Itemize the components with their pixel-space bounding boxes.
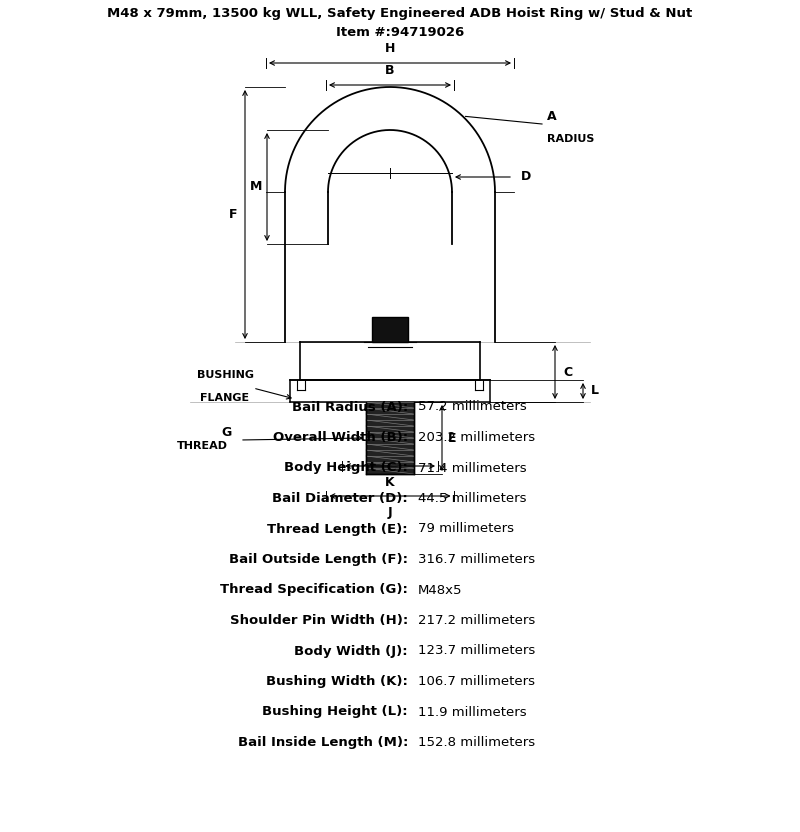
Text: 71.4 millimeters: 71.4 millimeters bbox=[418, 462, 526, 474]
Text: M48x5: M48x5 bbox=[418, 583, 462, 597]
Text: E: E bbox=[448, 432, 457, 444]
Text: 11.9 millimeters: 11.9 millimeters bbox=[418, 706, 526, 719]
Text: C: C bbox=[563, 365, 572, 379]
Text: H: H bbox=[385, 42, 395, 55]
Text: L: L bbox=[591, 384, 599, 398]
Bar bbox=[366, 402, 414, 474]
Text: 79 millimeters: 79 millimeters bbox=[418, 522, 514, 536]
Text: M48 x 79mm, 13500 kg WLL, Safety Engineered ADB Hoist Ring w/ Stud & Nut: M48 x 79mm, 13500 kg WLL, Safety Enginee… bbox=[107, 7, 693, 21]
Text: Thread Specification (G):: Thread Specification (G): bbox=[220, 583, 408, 597]
Text: A: A bbox=[547, 111, 557, 123]
Text: 106.7 millimeters: 106.7 millimeters bbox=[418, 675, 535, 688]
Text: 123.7 millimeters: 123.7 millimeters bbox=[418, 645, 535, 657]
Text: Thread Length (E):: Thread Length (E): bbox=[267, 522, 408, 536]
Text: 44.5 millimeters: 44.5 millimeters bbox=[418, 492, 526, 505]
Text: 152.8 millimeters: 152.8 millimeters bbox=[418, 736, 535, 749]
Text: Overall Width (B):: Overall Width (B): bbox=[273, 431, 408, 444]
Text: 57.2 millimeters: 57.2 millimeters bbox=[418, 400, 526, 414]
Text: 316.7 millimeters: 316.7 millimeters bbox=[418, 553, 535, 566]
Text: 217.2 millimeters: 217.2 millimeters bbox=[418, 614, 535, 627]
Text: G: G bbox=[222, 425, 232, 438]
Bar bbox=[372, 317, 408, 342]
Text: K: K bbox=[385, 476, 395, 489]
Text: THREAD: THREAD bbox=[177, 441, 228, 451]
Text: Bail Diameter (D):: Bail Diameter (D): bbox=[272, 492, 408, 505]
Text: Bushing Width (K):: Bushing Width (K): bbox=[266, 675, 408, 688]
Text: Bail Outside Length (F):: Bail Outside Length (F): bbox=[229, 553, 408, 566]
Text: J: J bbox=[388, 506, 392, 519]
Text: FLANGE: FLANGE bbox=[201, 393, 250, 403]
Text: Body Width (J):: Body Width (J): bbox=[294, 645, 408, 657]
Text: RADIUS: RADIUS bbox=[547, 134, 594, 144]
Text: Bushing Height (L):: Bushing Height (L): bbox=[262, 706, 408, 719]
Text: Body Height (C):: Body Height (C): bbox=[284, 462, 408, 474]
Text: M: M bbox=[250, 181, 262, 194]
Text: Bail Radius (A):: Bail Radius (A): bbox=[292, 400, 408, 414]
Text: B: B bbox=[386, 64, 394, 77]
Text: F: F bbox=[229, 208, 237, 221]
Text: Bail Inside Length (M):: Bail Inside Length (M): bbox=[238, 736, 408, 749]
Text: Shoulder Pin Width (H):: Shoulder Pin Width (H): bbox=[230, 614, 408, 627]
Text: Item #:94719026: Item #:94719026 bbox=[336, 26, 464, 38]
Text: 203.2 millimeters: 203.2 millimeters bbox=[418, 431, 535, 444]
Text: BUSHING: BUSHING bbox=[197, 370, 254, 380]
Text: D: D bbox=[521, 171, 531, 184]
